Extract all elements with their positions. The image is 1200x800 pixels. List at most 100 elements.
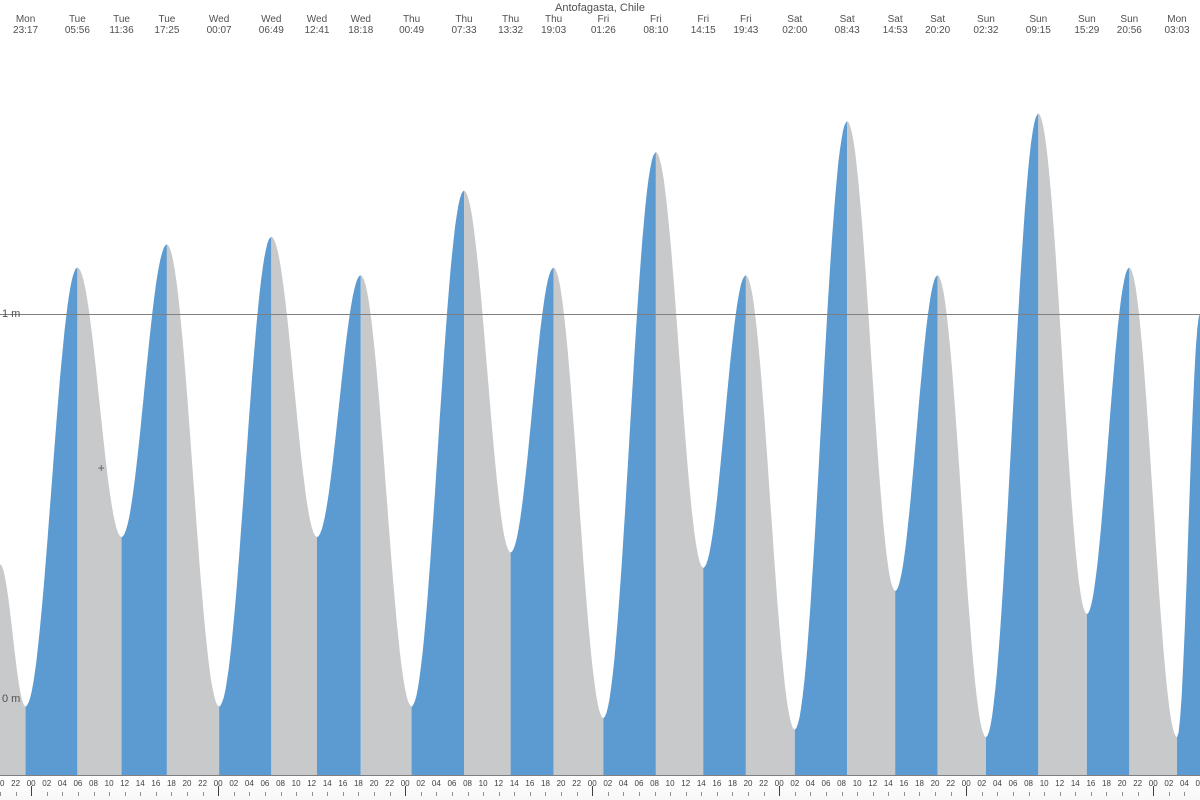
x-tick-mark xyxy=(436,792,437,796)
x-tick-mark xyxy=(810,792,811,796)
x-tick-mark xyxy=(1029,792,1030,796)
x-tick-mark xyxy=(1060,792,1061,796)
x-tick-mark xyxy=(171,792,172,796)
x-tick-label: 22 xyxy=(11,779,20,788)
x-tick-label: 16 xyxy=(1086,779,1095,788)
tide-segment xyxy=(1038,113,1087,800)
x-tick-mark xyxy=(904,792,905,796)
x-tick-label: 10 xyxy=(1040,779,1049,788)
x-tick-label: 14 xyxy=(884,779,893,788)
x-tick-mark xyxy=(1091,792,1092,796)
x-tick-mark xyxy=(109,792,110,796)
x-tick-label: 08 xyxy=(837,779,846,788)
tide-segment xyxy=(1087,267,1129,800)
x-tick-label: 16 xyxy=(899,779,908,788)
x-tick-label: 14 xyxy=(1071,779,1080,788)
tide-area-chart xyxy=(0,0,1200,800)
tide-segment xyxy=(1177,314,1200,800)
x-tick-label: 04 xyxy=(432,779,441,788)
x-tick-mark xyxy=(452,792,453,796)
x-tick-mark xyxy=(156,792,157,796)
x-tick-mark xyxy=(919,792,920,796)
tide-segment xyxy=(464,190,511,800)
x-tick-mark xyxy=(1138,792,1139,796)
x-tick-label: 06 xyxy=(260,779,269,788)
x-tick-label: 08 xyxy=(1024,779,1033,788)
x-day-boundary xyxy=(218,786,219,796)
x-tick-mark xyxy=(1169,792,1170,796)
x-tick-label: 12 xyxy=(868,779,877,788)
x-tick-mark xyxy=(249,792,250,796)
x-tick-mark xyxy=(374,792,375,796)
x-tick-mark xyxy=(561,792,562,796)
x-tick-mark xyxy=(577,792,578,796)
x-tick-label: 22 xyxy=(946,779,955,788)
tide-segment xyxy=(511,267,554,800)
x-tick-mark xyxy=(1013,792,1014,796)
x-tick-mark xyxy=(842,792,843,796)
x-tick-mark xyxy=(701,792,702,796)
x-tick-label: 04 xyxy=(619,779,628,788)
tide-segment xyxy=(1129,267,1177,800)
x-tick-label: 18 xyxy=(915,779,924,788)
x-tick-mark xyxy=(1106,792,1107,796)
x-tick-label: 06 xyxy=(635,779,644,788)
x-tick-label: 18 xyxy=(167,779,176,788)
x-tick-mark xyxy=(125,792,126,796)
x-tick-mark xyxy=(483,792,484,796)
x-tick-label: 16 xyxy=(712,779,721,788)
x-tick-label: 08 xyxy=(276,779,285,788)
x-tick-label: 14 xyxy=(510,779,519,788)
y-reference-line xyxy=(0,314,1200,315)
x-tick-label: 22 xyxy=(572,779,581,788)
x-tick-label: 04 xyxy=(58,779,67,788)
x-tick-label: 18 xyxy=(1102,779,1111,788)
x-tick-label: 16 xyxy=(525,779,534,788)
x-day-boundary xyxy=(405,786,406,796)
tide-segment xyxy=(938,275,986,800)
x-tick-label: 14 xyxy=(136,779,145,788)
y-axis-label: 1 m xyxy=(2,308,20,320)
x-tick-label: 08 xyxy=(89,779,98,788)
x-tick-mark xyxy=(94,792,95,796)
x-tick-mark xyxy=(623,792,624,796)
x-tick-label: 18 xyxy=(728,779,737,788)
x-day-boundary xyxy=(592,786,593,796)
x-tick-label: 06 xyxy=(1009,779,1018,788)
x-tick-mark xyxy=(312,792,313,796)
x-tick-label: 12 xyxy=(681,779,690,788)
x-tick-mark xyxy=(140,792,141,796)
x-tick-mark xyxy=(499,792,500,796)
x-tick-label: 18 xyxy=(354,779,363,788)
x-tick-label: 20 xyxy=(1118,779,1127,788)
x-tick-label: 02 xyxy=(977,779,986,788)
x-tick-label: 20 xyxy=(183,779,192,788)
x-tick-mark xyxy=(203,792,204,796)
x-tick-label: 16 xyxy=(151,779,160,788)
x-tick-mark xyxy=(670,792,671,796)
x-tick-label: 06 xyxy=(1196,779,1200,788)
x-tick-mark xyxy=(982,792,983,796)
tide-segment xyxy=(554,267,604,800)
x-day-boundary xyxy=(31,786,32,796)
x-tick-mark xyxy=(545,792,546,796)
x-tick-mark xyxy=(234,792,235,796)
x-tick-mark xyxy=(343,792,344,796)
tide-segment xyxy=(986,113,1038,800)
x-tick-label: 22 xyxy=(1133,779,1142,788)
x-tick-mark xyxy=(468,792,469,796)
x-tick-label: 10 xyxy=(479,779,488,788)
x-tick-label: 02 xyxy=(603,779,612,788)
x-tick-label: 02 xyxy=(790,779,799,788)
x-tick-mark xyxy=(390,792,391,796)
x-tick-label: 22 xyxy=(198,779,207,788)
tide-segment xyxy=(122,244,167,800)
x-tick-label: 20 xyxy=(557,779,566,788)
y-axis-label: 0 m xyxy=(2,693,20,705)
x-tick-mark xyxy=(608,792,609,796)
x-tick-mark xyxy=(717,792,718,796)
x-tick-mark xyxy=(514,792,515,796)
x-tick-label: 06 xyxy=(73,779,82,788)
tide-segment xyxy=(746,275,795,800)
tide-segment xyxy=(219,237,271,800)
